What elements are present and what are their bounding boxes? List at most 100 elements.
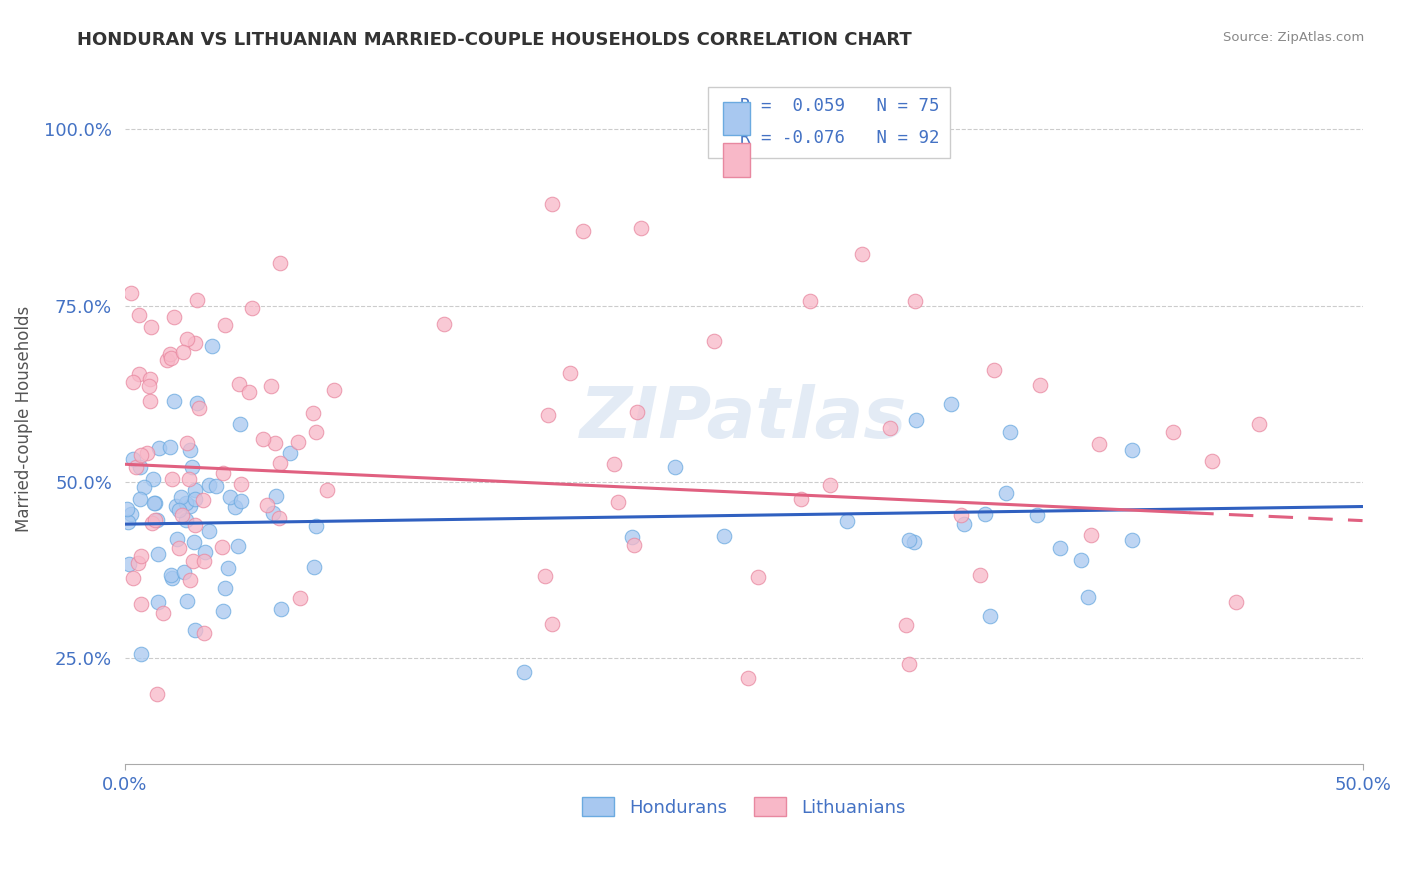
Point [322,384,344,398]
Point [143,496,166,510]
Point [193,625,215,640]
Point [167,503,190,517]
Point [128,367,150,381]
Point [183,534,205,549]
Point [903,534,925,549]
Point [120,507,142,521]
Point [316,483,339,497]
Point [269,456,291,470]
Point [129,597,152,611]
Point [172,344,194,359]
Point [159,440,181,454]
Point [256,498,278,512]
Point [214,581,236,595]
Point [176,593,198,607]
Point [167,541,190,555]
Point [433,317,456,331]
Point [143,513,166,527]
Point [129,448,152,462]
Point [131,549,153,563]
Point [183,491,205,506]
Point [1000,425,1022,440]
Point [737,671,759,685]
Point [287,434,309,449]
Point [229,494,252,508]
Point [184,483,207,497]
Point [118,557,141,571]
Point [983,363,1005,377]
Point [747,570,769,584]
Point [181,459,204,474]
Point [143,496,166,510]
Text: Source: ZipAtlas.com: Source: ZipAtlas.com [1223,31,1364,45]
Point [193,554,215,568]
Point [177,472,200,486]
Point [224,500,246,514]
Point [122,376,145,390]
Point [211,540,233,554]
Point [141,516,163,531]
Point [713,529,735,543]
Point [603,457,626,471]
Point [176,332,198,346]
Point [664,459,686,474]
Point [1225,595,1247,609]
Point [606,495,628,509]
Point [159,347,181,361]
Point [260,379,283,393]
Point [121,571,143,585]
Point [191,492,214,507]
Point [160,570,183,584]
Point [160,567,183,582]
Point [181,554,204,568]
Point [205,479,228,493]
Point [301,406,323,420]
Point [128,460,150,475]
Point [905,413,928,427]
Point [228,377,250,392]
Point [148,442,170,456]
Point [290,591,312,606]
Point [211,604,233,618]
Point [305,519,328,533]
Text: ZIPatlas: ZIPatlas [579,384,907,453]
Point [898,657,921,672]
Point [939,397,962,411]
Legend: Hondurans, Lithuanians: Hondurans, Lithuanians [575,790,912,824]
Point [621,530,644,544]
Point [127,556,149,570]
Point [262,507,284,521]
Point [572,224,595,238]
Point [820,478,842,492]
Point [121,452,143,467]
Point [630,220,652,235]
Point [896,618,918,632]
Point [211,466,233,480]
Point [162,471,184,485]
Point [238,384,260,399]
Point [626,405,648,419]
Point [174,513,197,527]
Point [129,491,152,506]
Point [146,687,169,701]
Point [163,310,186,324]
Point [179,443,201,458]
Point [240,301,263,315]
FancyBboxPatch shape [723,144,749,177]
Point [979,609,1001,624]
Point [115,501,138,516]
Point [139,394,162,409]
Text: R =  0.059   N = 75
  R = -0.076   N = 92: R = 0.059 N = 75 R = -0.076 N = 92 [718,97,939,147]
Point [226,539,249,553]
Point [125,459,148,474]
Point [146,547,169,561]
Point [152,606,174,620]
Point [179,499,201,513]
Point [1121,533,1143,547]
Point [952,517,974,532]
Point [1077,591,1099,605]
Point [174,495,197,509]
Point [1049,541,1071,556]
Point [138,379,160,393]
Point [163,394,186,409]
